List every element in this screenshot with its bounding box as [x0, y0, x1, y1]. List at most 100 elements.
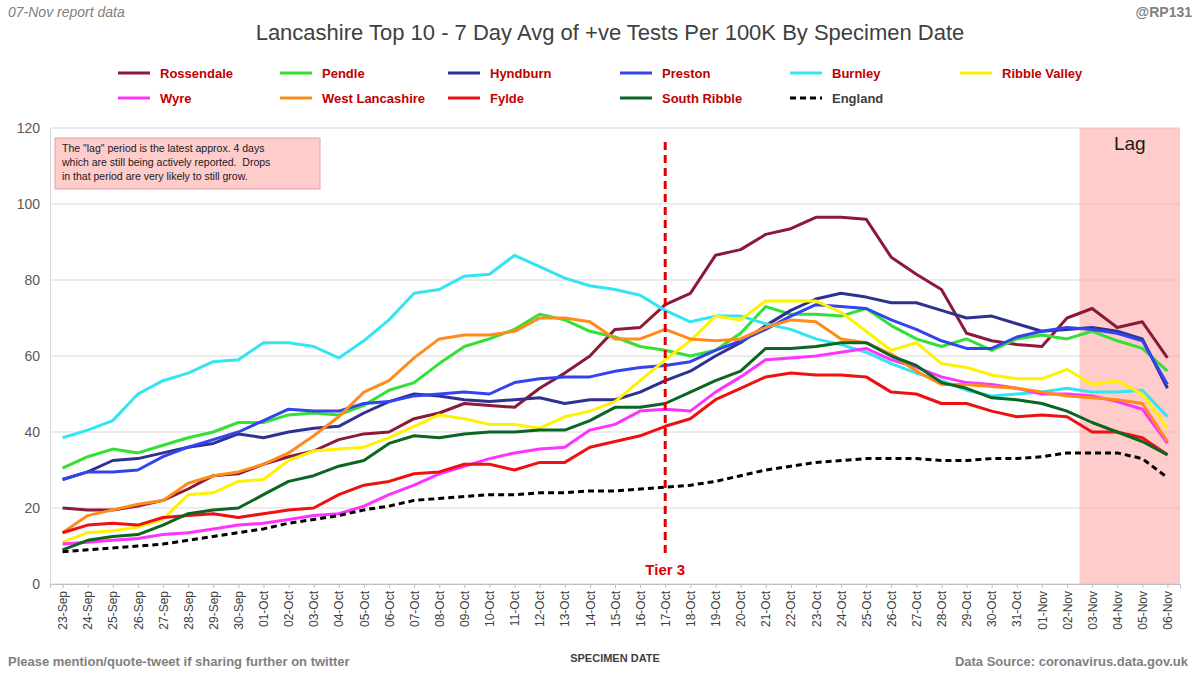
y-tick: 100 [17, 196, 50, 212]
legend-item: Ribble Valley [960, 66, 1083, 81]
legend-swatch [448, 97, 480, 100]
y-tick-label: 100 [17, 196, 41, 212]
series-line [63, 343, 1168, 550]
legend: RossendalePendleHyndburnPrestonBurnleyRi… [118, 66, 1083, 106]
x-tick: 04-Nov [1111, 584, 1125, 630]
x-tick: 03-Nov [1086, 584, 1100, 630]
x-tick: 02-Oct [282, 584, 296, 627]
legend-item: South Ribble [620, 91, 742, 106]
legend-label: Ribble Valley [1002, 66, 1083, 81]
x-tick-label: 12-Oct [533, 590, 547, 627]
x-tick-mark [289, 584, 290, 588]
x-tick-mark [213, 584, 214, 588]
x-tick: 17-Oct [659, 584, 673, 627]
legend-label: Pendle [322, 66, 365, 81]
header-left: 07-Nov report data [8, 4, 125, 20]
x-tick: 04-Oct [332, 584, 346, 627]
x-tick: 13-Oct [558, 584, 572, 627]
x-tick: 30-Oct [985, 584, 999, 627]
grid [50, 128, 1180, 584]
x-tick: 06-Nov [1161, 584, 1175, 630]
tier-line [664, 142, 667, 558]
x-tick-label: 28-Oct [935, 590, 949, 627]
x-tick-label: 15-Oct [609, 590, 623, 627]
series-line [63, 348, 1168, 544]
x-tick-label: 25-Oct [860, 590, 874, 627]
x-tick-mark [741, 584, 742, 588]
legend-label: England [832, 91, 883, 106]
x-tick-label: 05-Nov [1136, 591, 1150, 630]
x-tick-label: 30-Sep [232, 591, 246, 630]
x-tick: 19-Oct [709, 584, 723, 627]
series-line [63, 453, 1168, 552]
y-tick-label: 20 [24, 500, 40, 516]
x-tick-label: 23-Oct [810, 590, 824, 627]
x-tick-mark [590, 584, 591, 588]
x-tick: 06-Oct [383, 584, 397, 627]
x-tick-label: 01-Oct [257, 590, 271, 627]
x-tick-label: 06-Oct [383, 590, 397, 627]
legend-item: Preston [620, 66, 710, 81]
x-tick: 28-Sep [182, 584, 196, 630]
note-box [55, 138, 320, 189]
x-tick: 02-Nov [1061, 584, 1075, 630]
y-tick: 40 [24, 424, 50, 440]
y-tick-label: 80 [24, 272, 40, 288]
x-tick-mark [113, 584, 114, 588]
x-tick-label: 29-Oct [960, 590, 974, 627]
legend-label: West Lancashire [322, 91, 425, 106]
lag-label: Lag [1114, 133, 1146, 154]
legend-item: West Lancashire [280, 91, 425, 106]
y-axis-line [50, 129, 51, 585]
y-axis: 020406080100120 [17, 120, 51, 592]
legend-label: Rossendale [160, 66, 233, 81]
x-tick-mark [816, 584, 817, 588]
x-tick-label: 07-Oct [408, 590, 422, 627]
y-tick: 0 [32, 576, 50, 592]
x-tick-label: 13-Oct [558, 590, 572, 627]
legend-item: Burnley [790, 66, 881, 81]
x-tick-mark [841, 584, 842, 588]
x-tick-mark [464, 584, 465, 588]
x-tick: 29-Sep [207, 584, 221, 630]
x-tick: 26-Oct [885, 584, 899, 627]
x-axis-line [51, 585, 1181, 589]
x-tick: 01-Oct [257, 584, 271, 627]
x-tick-mark [314, 584, 315, 588]
legend-label: Burnley [832, 66, 881, 81]
x-tick-label: 08-Oct [433, 590, 447, 627]
x-tick-mark [1142, 584, 1143, 588]
x-tick: 10-Oct [483, 584, 497, 627]
legend-swatch [118, 97, 150, 100]
y-tick-label: 0 [32, 576, 40, 592]
x-tick-label: 04-Nov [1111, 591, 1125, 630]
x-tick-label: 01-Nov [1036, 591, 1050, 630]
grid-line [50, 128, 1180, 129]
x-tick: 15-Oct [609, 584, 623, 627]
x-tick-mark [866, 584, 867, 588]
x-tick: 27-Oct [910, 584, 924, 627]
x-tick: 07-Oct [408, 584, 422, 627]
legend-item: Pendle [280, 66, 365, 81]
y-tick-label: 120 [17, 120, 41, 136]
x-tick: 05-Nov [1136, 584, 1150, 630]
tier-label: Tier 3 [645, 561, 685, 578]
x-tick-mark [640, 584, 641, 588]
legend-item: England [790, 91, 883, 106]
note-line: The "lag" period is the latest approx. 4… [62, 142, 264, 154]
series-line [63, 255, 1168, 437]
series-line [63, 305, 1168, 480]
header-right: @RP131 [1136, 4, 1193, 20]
legend-swatch [790, 72, 822, 75]
legend-swatch [620, 97, 652, 100]
x-tick: 23-Sep [56, 584, 70, 630]
x-tick: 05-Oct [358, 584, 372, 627]
x-tick-mark [766, 584, 767, 588]
note-line: in that period are very likely to still … [62, 170, 248, 182]
x-tick-label: 16-Oct [634, 590, 648, 627]
x-tick-mark [665, 584, 666, 588]
x-tick-mark [138, 584, 139, 588]
legend-swatch [620, 72, 652, 75]
x-tick-label: 22-Oct [784, 590, 798, 627]
x-tick-label: 18-Oct [684, 590, 698, 627]
